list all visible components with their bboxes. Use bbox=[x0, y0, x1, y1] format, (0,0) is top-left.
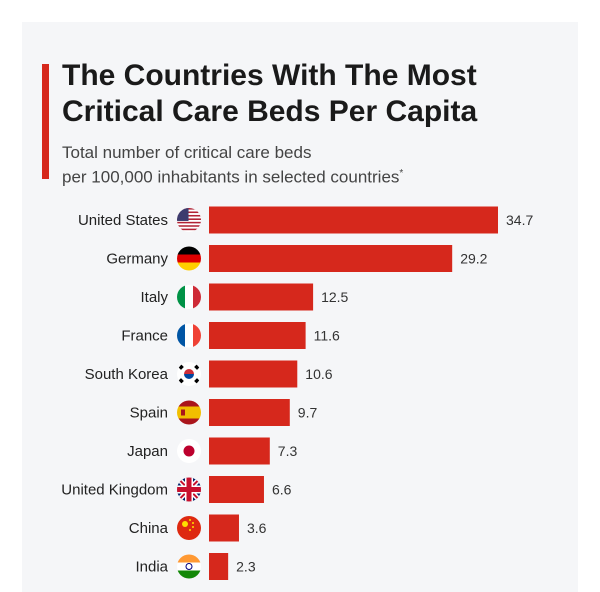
chart-title-line-2: Critical Care Beds Per Capita bbox=[62, 95, 478, 128]
bar-chart: United States 34.7 Germany 29.2 Italy 12.5 Fra… bbox=[61, 206, 533, 580]
bar bbox=[209, 399, 290, 426]
value-label: 10.6 bbox=[305, 366, 332, 382]
value-label: 2.3 bbox=[236, 559, 256, 575]
value-label: 11.6 bbox=[314, 328, 340, 344]
category-label: United Kingdom bbox=[61, 482, 168, 499]
value-label: 29.2 bbox=[460, 251, 487, 267]
value-label: 9.7 bbox=[298, 405, 318, 421]
bar bbox=[209, 553, 229, 580]
india-flag-icon bbox=[177, 554, 201, 579]
bar bbox=[209, 437, 270, 465]
footnote-mark: * bbox=[399, 168, 404, 179]
category-label: France bbox=[121, 328, 168, 345]
bar bbox=[209, 283, 314, 311]
chart-subtitle-line-2-text: per 100,000 inhabitants in selected coun… bbox=[62, 167, 400, 187]
bar bbox=[209, 206, 498, 234]
bar bbox=[209, 245, 453, 272]
germany-flag-icon bbox=[177, 246, 201, 271]
value-label: 34.7 bbox=[506, 212, 533, 228]
category-label: Japan bbox=[127, 443, 168, 460]
chart-subtitle: Total number of critical care beds per 1… bbox=[62, 142, 562, 188]
category-label: China bbox=[129, 520, 169, 537]
china-flag-icon bbox=[177, 516, 201, 540]
value-label: 3.6 bbox=[247, 520, 267, 536]
category-label: Germany bbox=[106, 251, 168, 268]
value-label: 7.3 bbox=[278, 443, 298, 459]
bar bbox=[209, 476, 264, 503]
us-flag-icon bbox=[177, 208, 201, 232]
chart-title: The Countries With The Most Critical Car… bbox=[62, 58, 562, 130]
france-flag-icon bbox=[177, 323, 201, 348]
category-label: Italy bbox=[140, 289, 168, 306]
south-korea-flag-icon bbox=[177, 362, 201, 386]
value-label: 12.5 bbox=[321, 289, 348, 305]
chart-title-line-1: The Countries With The Most bbox=[62, 59, 477, 92]
japan-flag-icon bbox=[177, 439, 201, 463]
chart-subtitle-line-2: per 100,000 inhabitants in selected coun… bbox=[62, 163, 562, 188]
bar bbox=[209, 360, 298, 388]
bar bbox=[209, 322, 306, 349]
category-label: South Korea bbox=[85, 366, 169, 383]
spain-flag-icon bbox=[177, 400, 201, 425]
italy-flag-icon bbox=[177, 285, 201, 309]
uk-flag-icon bbox=[177, 477, 201, 502]
chart-subtitle-line-1: Total number of critical care beds bbox=[62, 143, 312, 162]
title-accent-bar bbox=[42, 64, 49, 179]
category-label: United States bbox=[78, 212, 168, 229]
bar bbox=[209, 514, 239, 542]
category-label: India bbox=[135, 559, 168, 576]
category-label: Spain bbox=[130, 405, 168, 422]
value-label: 6.6 bbox=[272, 482, 292, 498]
